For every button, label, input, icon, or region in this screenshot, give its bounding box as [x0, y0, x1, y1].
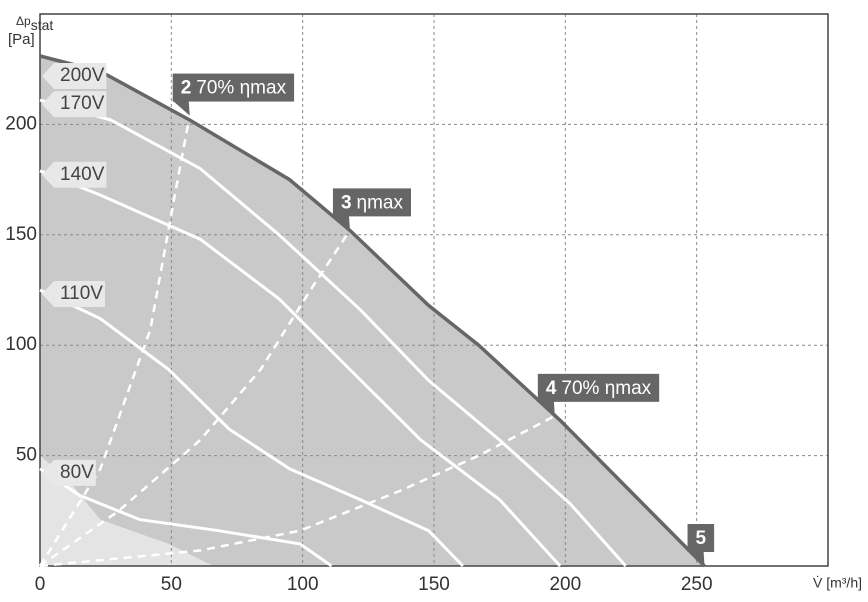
curve-area	[40, 56, 705, 566]
annotation-box	[537, 373, 660, 402]
annotation-number: 5	[696, 528, 707, 549]
x-tick-label: 250	[681, 574, 713, 595]
annotation-label: ηmax	[357, 192, 404, 213]
curve-label-bg	[42, 459, 96, 486]
y-tick-label: 100	[5, 334, 37, 355]
annotation-box	[332, 188, 411, 217]
fills	[40, 56, 705, 566]
curve-label-text: 170V	[60, 93, 105, 114]
x-tick-label: 0	[35, 574, 46, 595]
y-axis-unit: [Pa]	[8, 31, 35, 48]
curve-label-text: 80V	[60, 462, 94, 483]
grid	[39, 13, 829, 567]
annotation-pointer	[687, 551, 705, 566]
voltage-curve	[39, 169, 562, 568]
annotation-number: 3	[341, 192, 352, 213]
annotation: 2 70% ηmax	[172, 73, 295, 116]
annotation-pointer	[332, 215, 350, 231]
curve-label-bg	[42, 62, 107, 89]
curve-label-bg	[42, 91, 107, 118]
voltage-curve	[39, 98, 627, 567]
x-tick-label: 150	[418, 574, 450, 595]
annotation-pointer	[172, 100, 190, 116]
curve-label: 140V	[42, 161, 107, 188]
x-tick-label: 50	[161, 574, 182, 595]
curve-label: 80V	[42, 459, 96, 486]
y-label-main: Δp	[16, 14, 31, 28]
annotation-box	[687, 524, 715, 552]
x-tick-label: 200	[549, 574, 581, 595]
annotation-text: 2 70% ηmax	[181, 78, 287, 99]
y-tick-label: 50	[16, 445, 37, 466]
efficiency-curve	[38, 115, 191, 567]
y-tick-label: 150	[5, 224, 37, 245]
annotation-number: 2	[181, 78, 192, 99]
outer-curve	[39, 54, 706, 568]
annotation-text: 5	[696, 528, 707, 549]
x-tick-label: 100	[287, 574, 319, 595]
annotation-label: 70% ηmax	[196, 78, 286, 99]
annotation-text: 3 ηmax	[341, 192, 404, 213]
voltage-curve	[39, 288, 464, 568]
annotation-number: 4	[546, 378, 557, 399]
x-axis-label: V̇ [m³/h]	[813, 575, 862, 591]
annotation: 5	[687, 524, 715, 566]
region-area	[40, 455, 214, 566]
curve-label-bg	[42, 281, 105, 307]
curve-label-text: 200V	[60, 65, 105, 86]
annotation-text: 4 70% ηmax	[546, 378, 652, 399]
curve-label-bg	[42, 161, 107, 188]
annotation-box	[172, 73, 295, 102]
lines	[38, 98, 627, 568]
annotation: 4 70% ηmax	[537, 373, 660, 416]
y-label-sub: stat	[31, 17, 54, 33]
annotation: 3 ηmax	[332, 188, 411, 231]
y-tick-label: 200	[5, 113, 37, 134]
curve-label-text: 140V	[60, 164, 105, 185]
curve-label: 200V	[42, 62, 107, 89]
y-axis-label: Δpstat	[16, 14, 53, 33]
curve-label: 170V	[42, 91, 107, 118]
curve-label: 110V	[42, 281, 105, 307]
curve-label-text: 110V	[60, 283, 103, 304]
annotation-pointer	[537, 400, 555, 416]
annotation-label: 70% ηmax	[561, 378, 651, 399]
outer	[39, 54, 706, 568]
voltage-curve	[39, 467, 333, 568]
